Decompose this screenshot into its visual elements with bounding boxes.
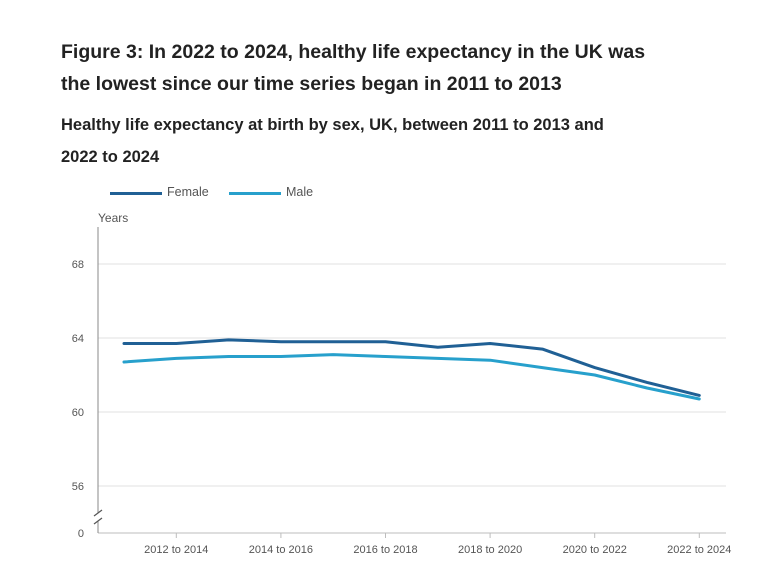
legend-label-female: Female [167,185,209,199]
y-tick-label-zero: 0 [78,528,84,540]
x-tick-label: 2020 to 2022 [563,544,627,556]
y-tick-label: 64 [72,333,84,345]
y-tick-label: 56 [72,481,84,493]
y-tick-label: 60 [72,407,84,419]
x-tick-label: 2018 to 2020 [458,544,522,556]
legend-swatch-female [110,192,162,195]
x-tick-label: 2016 to 2018 [353,544,417,556]
legend-swatch-male [229,192,281,195]
chart-subtitle: Healthy life expectancy at birth by sex,… [61,116,604,166]
x-tick-label: 2022 to 2024 [667,544,731,556]
y-axis-label: Years [98,211,128,225]
series-line-male [122,353,701,401]
y-axis-break-mark [93,517,103,525]
series-line-female [122,338,701,397]
y-tick-label: 68 [72,259,84,271]
x-tick-label: 2014 to 2016 [249,544,313,556]
x-tick-label: 2012 to 2014 [144,544,208,556]
legend-label-male: Male [286,185,314,199]
y-axis-break-mark [93,509,103,517]
chart-title: Figure 3: In 2022 to 2024, healthy life … [61,41,646,95]
